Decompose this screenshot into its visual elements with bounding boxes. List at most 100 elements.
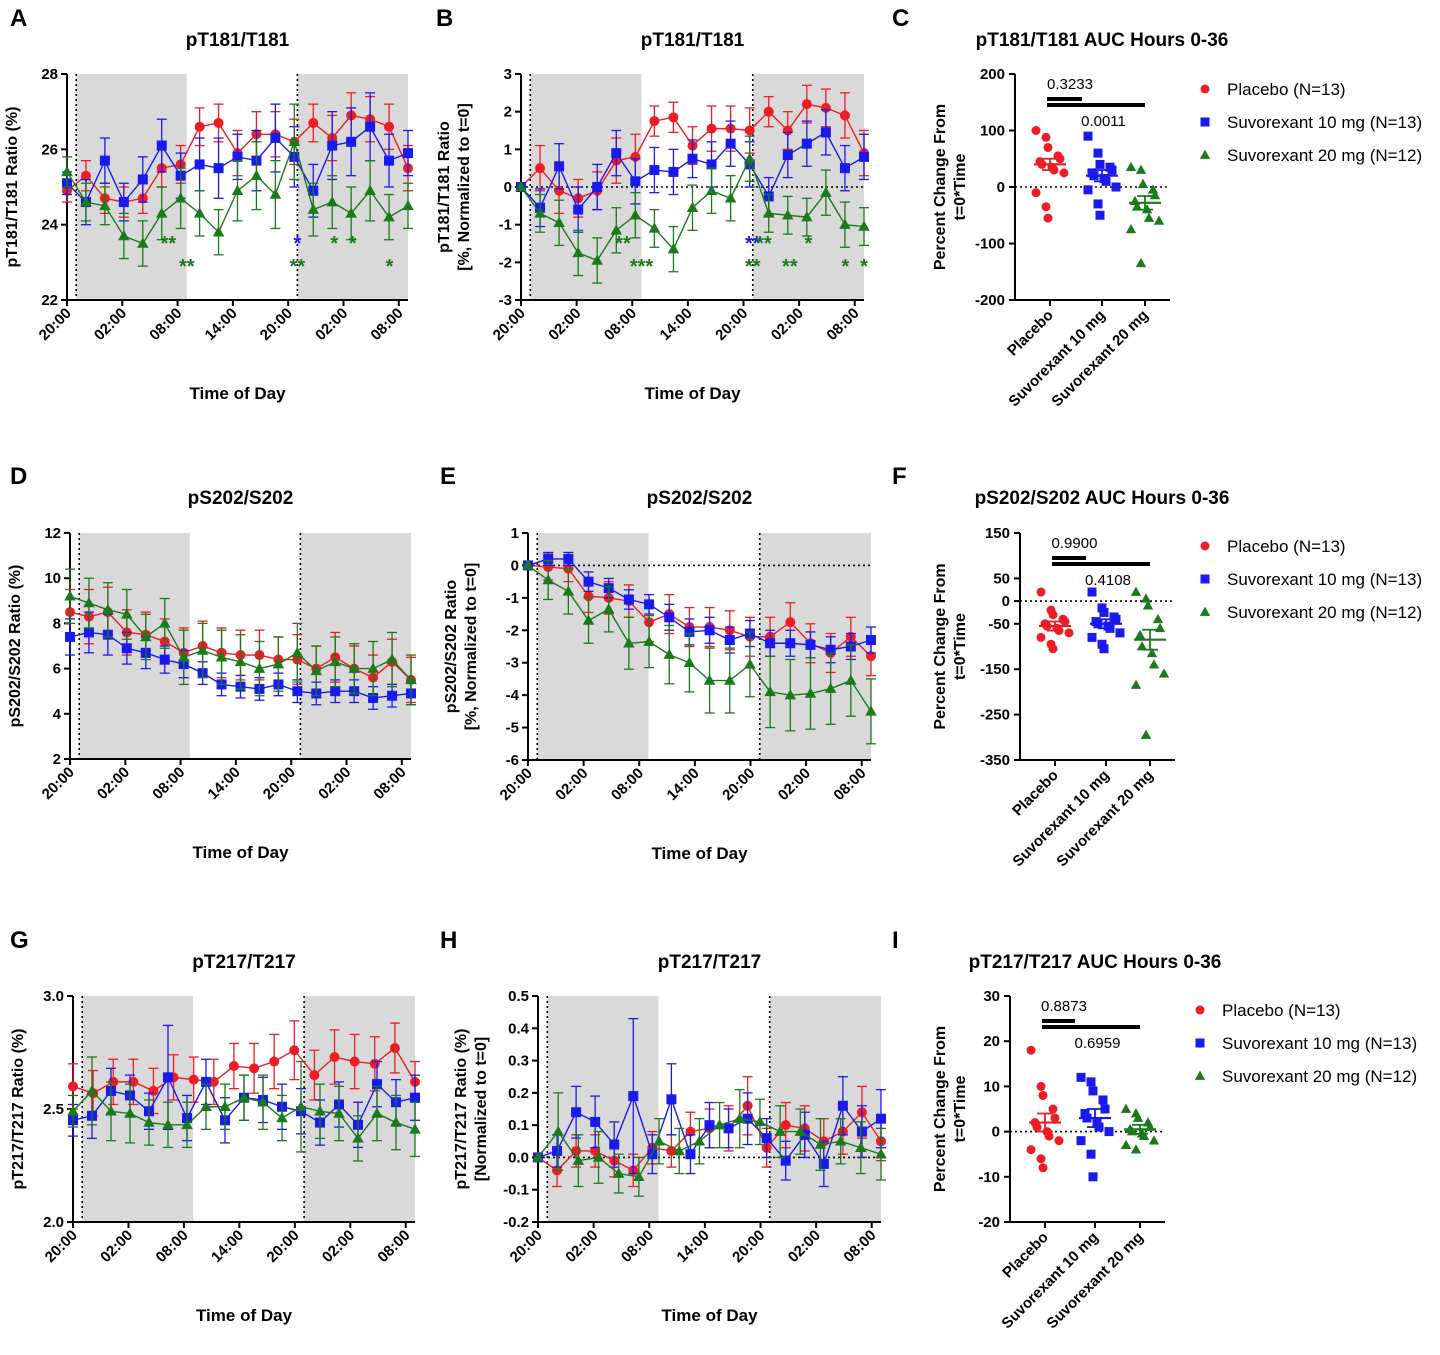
series-suvorexant-20mg (67, 1056, 421, 1162)
x-tick-label: 08:00 (608, 765, 647, 804)
data-point (212, 226, 225, 237)
significance-marker: ** (161, 233, 177, 255)
y-tick-label: 12 (44, 525, 61, 542)
data-point (522, 559, 534, 570)
significance-marker: * (386, 256, 394, 278)
data-point (121, 643, 132, 654)
significance-marker: * (842, 256, 850, 278)
data-point (349, 1056, 360, 1067)
data-point (1134, 629, 1146, 639)
legend-item: Suvorexant 10 mg (N=13) (1195, 1034, 1417, 1053)
data-point (118, 197, 129, 208)
data-point (629, 209, 642, 220)
data-point (643, 635, 655, 646)
data-point (765, 638, 776, 649)
legend-label: Placebo (N=13) (1222, 1001, 1341, 1020)
significance-marker: *** (630, 256, 654, 278)
data-point (1097, 603, 1107, 613)
chart-title: pT181/T181 (641, 30, 745, 51)
data-point (856, 1126, 867, 1137)
legend-label: Suvorexant 20 mg (N=12) (1227, 603, 1422, 622)
data-point (837, 1100, 848, 1111)
x-tick-label: 08:00 (374, 1227, 413, 1266)
legend-marker (1200, 541, 1210, 551)
data-point (232, 151, 243, 162)
data-point (64, 590, 76, 601)
data-point (272, 658, 285, 669)
data-point (402, 199, 414, 211)
y-tick-label: 30 (983, 988, 1000, 1005)
data-point (742, 1113, 753, 1124)
data-point (1125, 223, 1137, 234)
data-point (405, 673, 417, 685)
data-point (784, 689, 797, 700)
data-point (68, 1081, 78, 1092)
y-tick-label: 0 (992, 1124, 1000, 1141)
data-point (734, 1112, 746, 1123)
data-point (553, 216, 565, 228)
data-point (1115, 628, 1125, 638)
data-point (330, 686, 341, 697)
y-tick-label: 22 (41, 292, 58, 309)
data-point (754, 1115, 766, 1127)
series-suvorexant-20mg (64, 568, 417, 706)
panel-letter: F (892, 463, 907, 490)
significance-marker: ** (179, 256, 195, 278)
data-point (801, 211, 813, 222)
data-point (785, 638, 796, 649)
group-suvorexant-10mg (1087, 587, 1125, 654)
y-tick-label: -5 (506, 720, 519, 737)
legend-marker (1194, 1070, 1206, 1080)
y-tick-label: -2 (506, 622, 519, 639)
x-tick-label: 20:00 (260, 764, 299, 803)
p-value-label: 0.3233 (1047, 76, 1093, 93)
data-point (706, 159, 717, 170)
data-point (685, 1126, 696, 1137)
x-tick-label: 20:00 (719, 765, 758, 804)
group-placebo (1026, 1045, 1064, 1173)
y-axis-label: pT217/T217 Ratio (%) (453, 1029, 470, 1190)
y-tick-label: 24 (41, 217, 58, 234)
chart-title: pS202/S202 (188, 488, 294, 509)
data-point (409, 1123, 421, 1134)
data-point (1136, 641, 1148, 651)
panel-letter: B (436, 5, 453, 32)
data-point (1099, 644, 1109, 654)
y-tick-label: 2.0 (43, 1214, 64, 1231)
x-tick-label: 02:00 (312, 305, 351, 344)
y-axis-label: pS202/S202 Ratio (%) (7, 565, 24, 728)
y-tick-label: 3.0 (43, 988, 64, 1005)
x-axis-label: Time of Day (644, 384, 741, 403)
y-axis-label: pT217/T217 Ratio (%) (10, 1029, 27, 1190)
data-point (1135, 164, 1147, 174)
data-point (365, 121, 376, 132)
data-point (552, 1145, 563, 1156)
data-point (201, 1076, 211, 1087)
data-point (744, 658, 756, 669)
data-point (345, 207, 357, 218)
chart-title: pS202/S202 (647, 488, 753, 509)
y-tick-label: 0 (997, 179, 1005, 196)
data-point (372, 1079, 382, 1090)
x-tick-label: 02:00 (785, 1227, 824, 1266)
y-tick-label: 150 (985, 525, 1010, 542)
night-shade (547, 996, 659, 1222)
data-point (137, 237, 149, 248)
x-tick-label: 08:00 (618, 1227, 657, 1266)
legend-label: Suvorexant 10 mg (N=13) (1227, 113, 1422, 132)
data-point (384, 155, 395, 166)
data-point (61, 165, 73, 177)
y-axis-label: t=0*Time (952, 613, 969, 680)
x-tick-label: 20:00 (257, 305, 296, 344)
data-point (390, 1116, 402, 1127)
data-point (386, 653, 398, 664)
x-tick-label: 08:00 (149, 764, 188, 803)
legend-marker (1200, 117, 1210, 127)
series-line (527, 564, 872, 712)
data-point (99, 155, 110, 166)
data-point (1158, 668, 1170, 678)
data-point (1147, 184, 1159, 194)
data-point (67, 1105, 79, 1116)
